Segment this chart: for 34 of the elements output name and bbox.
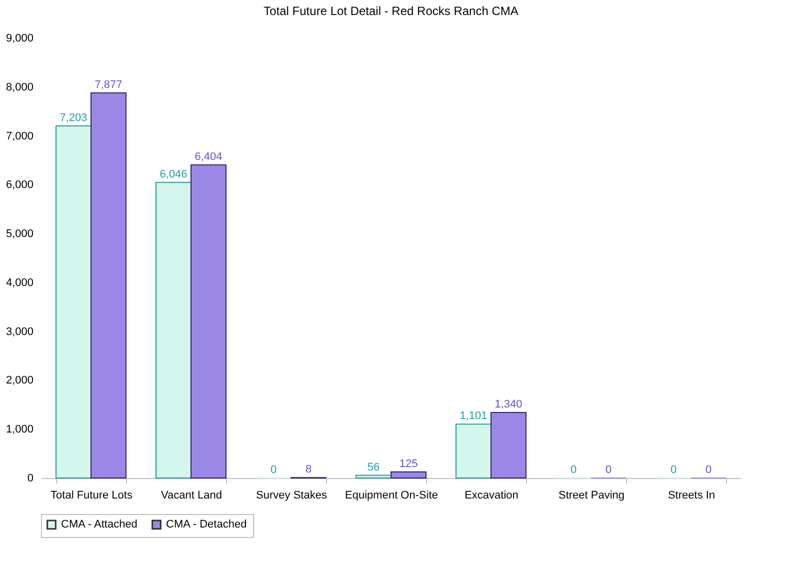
y-tick-label: 4,000 [6, 276, 34, 289]
x-tick-label: Excavation [464, 490, 518, 502]
data-label: 1,340 [494, 398, 522, 410]
y-tick-label: 1,000 [6, 424, 34, 436]
data-label: 56 [367, 461, 380, 474]
data-label: 1,101 [460, 410, 488, 422]
y-tick-label: 6,000 [6, 179, 34, 192]
data-label: 0 [570, 464, 577, 476]
data-label: 0 [705, 464, 712, 476]
y-tick-label: 8,000 [6, 81, 34, 94]
x-tick-label: Total Future Lots [50, 490, 133, 502]
data-label: 8 [305, 464, 312, 476]
y-tick-label: 7,000 [6, 130, 34, 142]
data-label: 7,877 [94, 78, 122, 91]
y-tick-label: 0 [27, 472, 34, 484]
x-tick-label: Streets In [668, 490, 716, 502]
y-tick-label: 9,000 [6, 32, 34, 44]
legend-label: CMA - Attached [61, 518, 138, 531]
data-label: 0 [270, 464, 277, 476]
y-tick-label: 5,000 [6, 228, 34, 240]
data-label: 0 [670, 464, 677, 476]
x-tick-label: Vacant Land [161, 490, 222, 502]
x-tick-label: Equipment On-Site [345, 490, 438, 502]
chart-title: Total Future Lot Detail - Red Rocks Ranch CMA [264, 4, 518, 18]
data-label: 125 [399, 458, 418, 470]
legend-label: CMA - Detached [166, 518, 247, 531]
y-tick-label: 3,000 [6, 326, 34, 338]
y-tick-label: 2,000 [6, 374, 34, 387]
x-tick-label: Survey Stakes [256, 490, 328, 502]
data-label: 0 [605, 464, 612, 476]
x-tick-label: Street Paving [558, 490, 625, 502]
data-label: 6,046 [160, 168, 188, 180]
data-label: 7,203 [60, 112, 88, 124]
data-label: 6,404 [194, 150, 222, 163]
